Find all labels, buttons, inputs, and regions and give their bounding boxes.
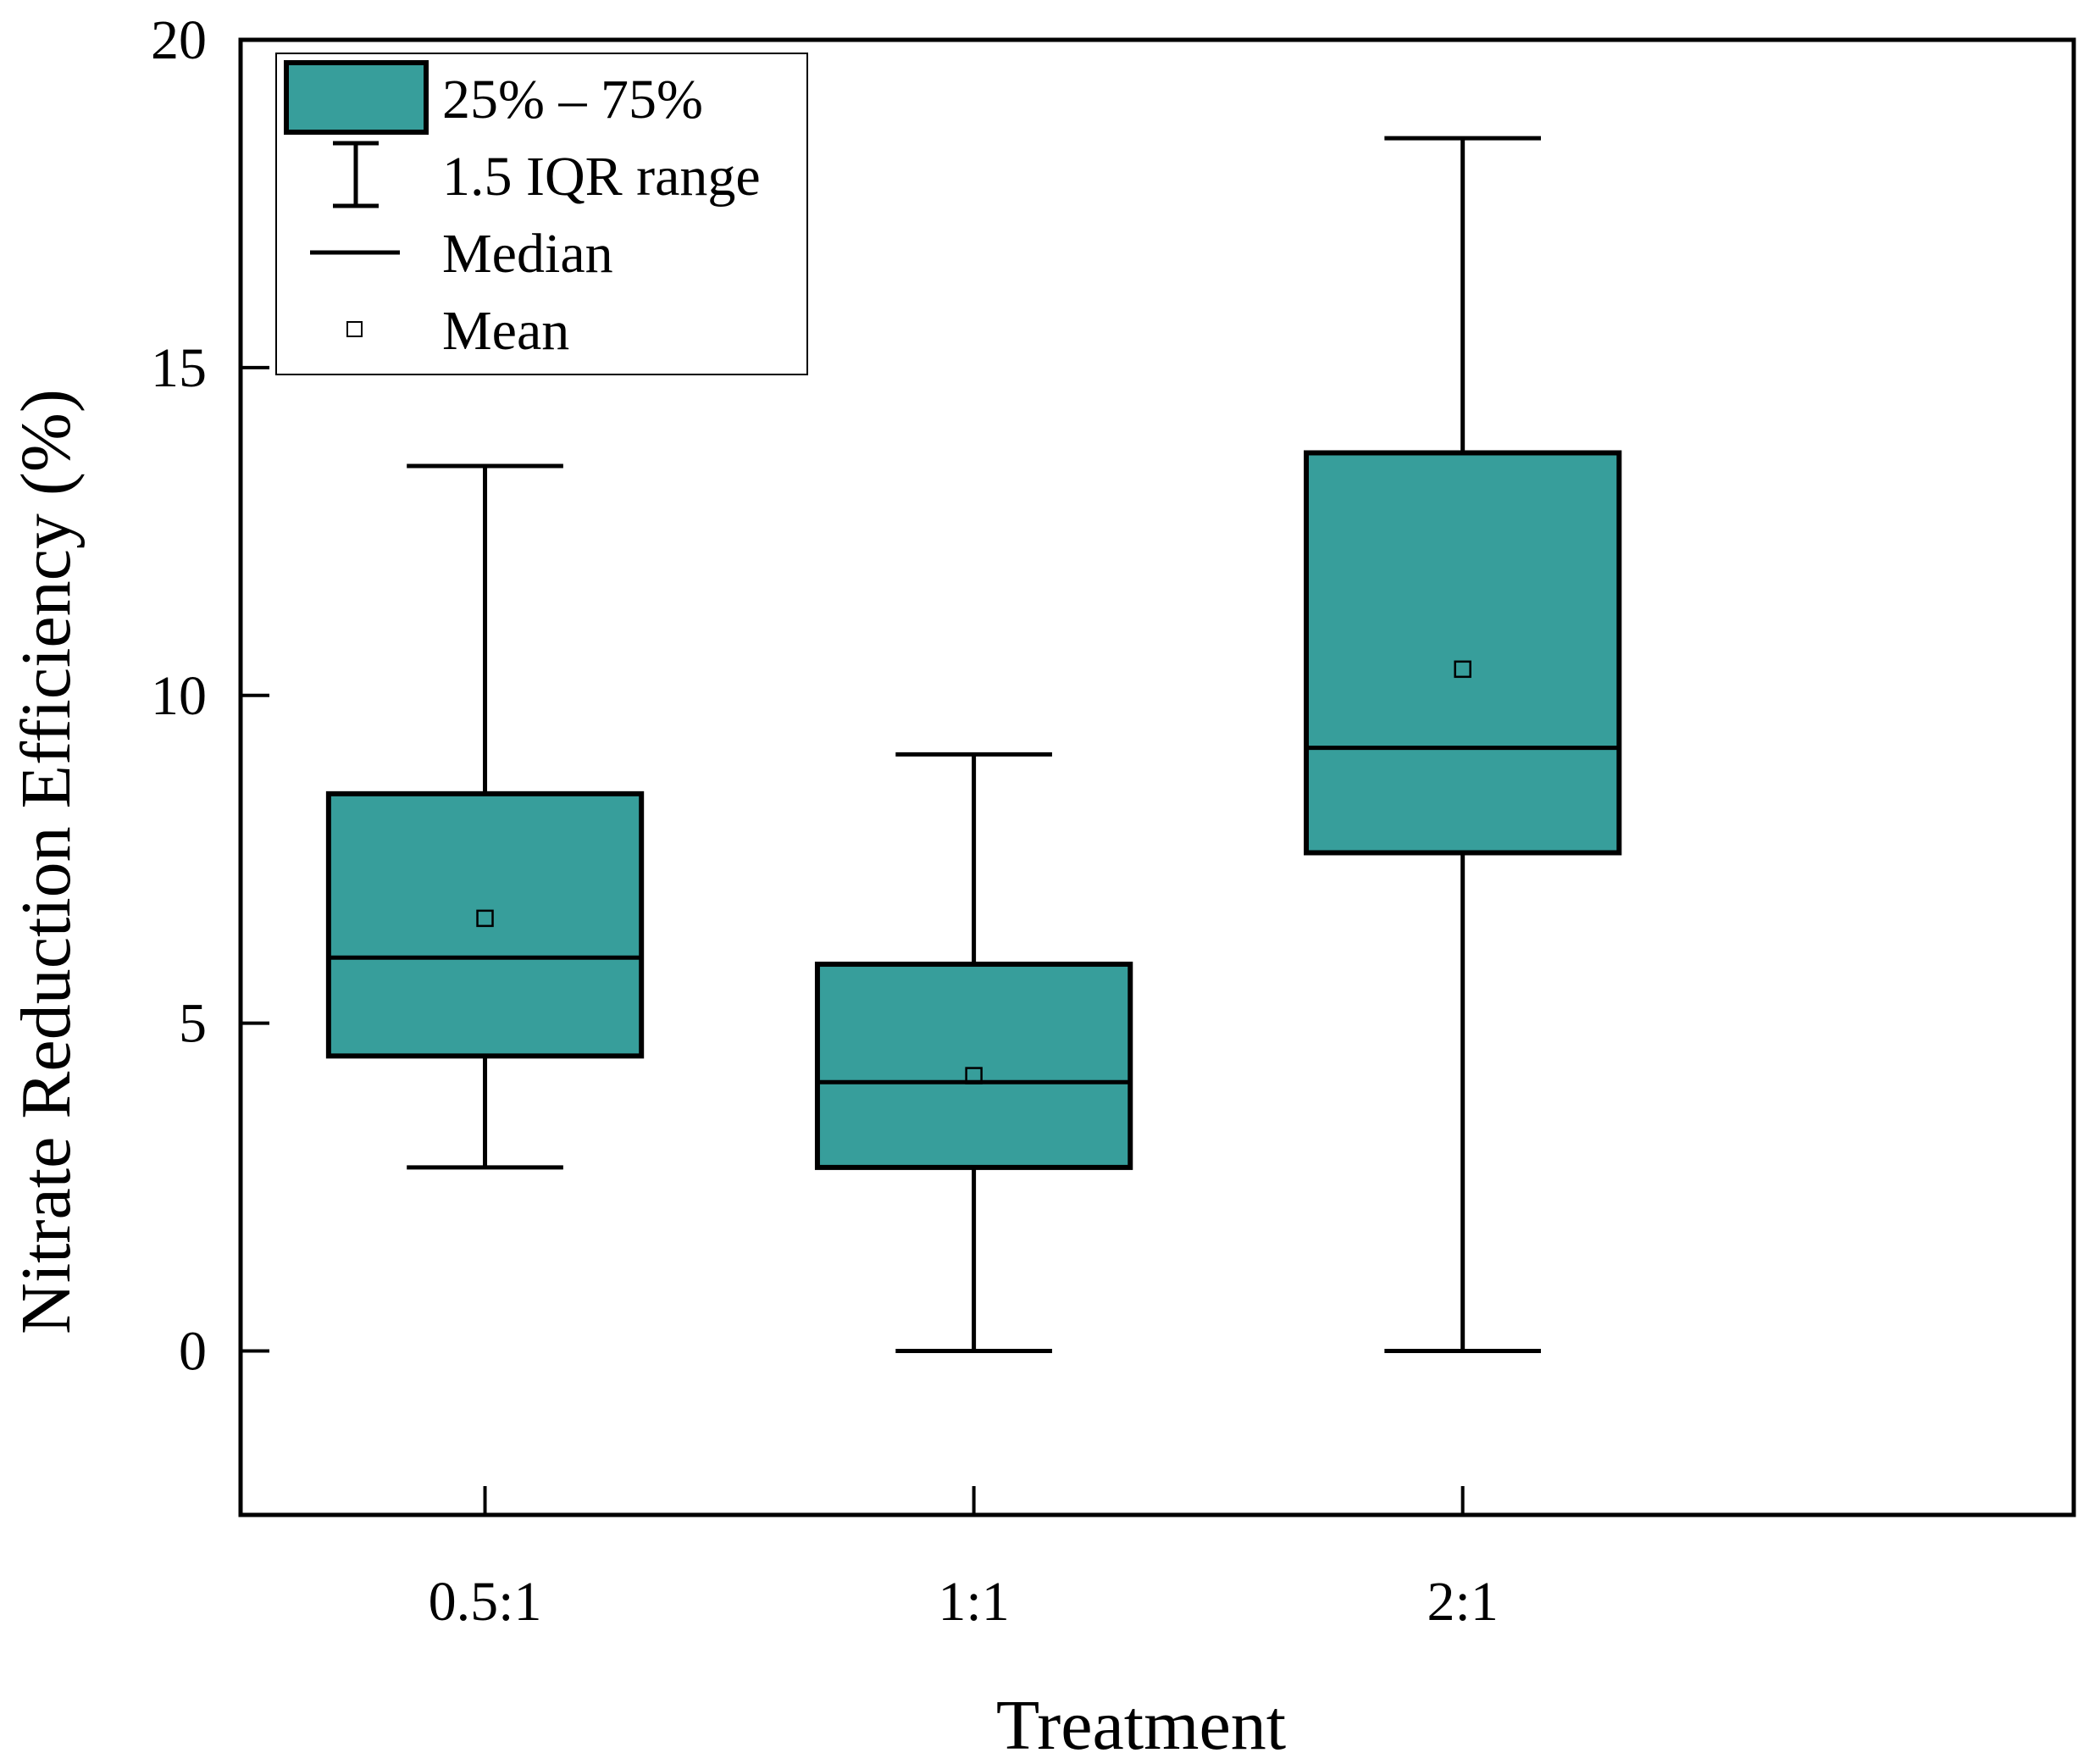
y-axis-title: Nitrate Reduction Efficiency (%): [7, 389, 86, 1334]
plot-area: [238, 37, 2076, 1517]
x-axis-title: Treatment: [996, 1686, 1286, 1764]
legend-item-mean: Mean: [346, 300, 569, 362]
mean-marker: [1454, 660, 1471, 679]
legend-label-mean: Mean: [442, 300, 569, 362]
legend-frame: [275, 53, 808, 375]
box-group: [814, 752, 1133, 1354]
legend-box-swatch: [284, 60, 429, 135]
mean-marker: [965, 1067, 983, 1084]
box-group: [1304, 136, 1622, 1354]
legend-item-whisker: 1.5 IQR range: [333, 141, 761, 208]
mean-marker: [476, 909, 494, 928]
box-group: [325, 463, 645, 1170]
iqr-box: [1304, 450, 1622, 856]
iqr-box: [325, 790, 645, 1059]
iqr-box: [814, 962, 1133, 1170]
x-tick-label: 0.5:1: [429, 1571, 542, 1633]
y-tick-label: 5: [179, 993, 207, 1055]
y-tick-label: 10: [151, 665, 207, 727]
legend-item-box: 25% – 75%: [284, 60, 703, 135]
legend: 25% – 75% 1.5 IQR range Median Mean: [275, 53, 808, 375]
y-axis: 0 5 10 15 20: [151, 9, 269, 1383]
legend-label-whisker: 1.5 IQR range: [442, 146, 761, 208]
y-tick-label: 20: [151, 9, 207, 71]
x-axis: 0.5:1 1:1 2:1: [429, 1486, 1499, 1633]
plot-frame: [238, 37, 2076, 1517]
legend-label-median: Median: [442, 223, 613, 285]
box-series: [325, 136, 1622, 1354]
legend-label-box: 25% – 75%: [442, 69, 703, 130]
x-tick-label: 1:1: [938, 1571, 1009, 1633]
legend-item-median: Median: [310, 223, 613, 285]
y-tick-label: 0: [179, 1321, 207, 1383]
x-tick-label: 2:1: [1427, 1571, 1498, 1633]
y-tick-label: 15: [151, 337, 207, 399]
legend-mean-marker: [346, 321, 363, 337]
